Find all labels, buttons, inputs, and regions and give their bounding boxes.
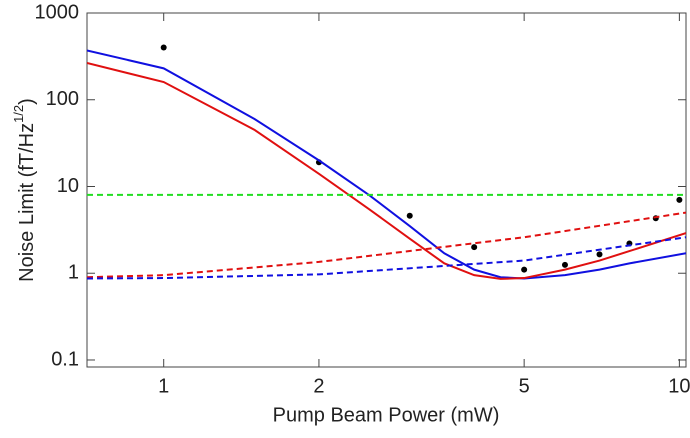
data-point [160, 44, 167, 51]
data-point [471, 244, 478, 251]
plot-area [87, 44, 686, 280]
x-axis-label: Pump Beam Power (mW) [273, 404, 500, 426]
y-tick-label: 10 [57, 175, 79, 197]
data-point [596, 251, 603, 258]
y-label-sup: 1/2 [11, 105, 26, 123]
x-tick-label: 1 [158, 375, 169, 397]
y-tick-label: 1000 [35, 1, 80, 23]
line [87, 62, 686, 280]
y-axis-label: Noise Limit (fT/Hz1/2) [11, 98, 38, 282]
plot-frame [86, 12, 687, 368]
y-tick-label: 0.1 [51, 348, 79, 370]
line [87, 49, 686, 280]
data-point [676, 196, 683, 203]
x-tick-label: 2 [313, 375, 324, 397]
data-point [521, 266, 528, 273]
y-tick-label: 1 [68, 262, 79, 284]
x-tick-label: 5 [519, 375, 530, 397]
data-point [561, 261, 568, 268]
y-label-end: ) [16, 98, 38, 105]
y-tick-label: 100 [46, 88, 79, 110]
x-tick-label: 10 [668, 375, 690, 397]
dashed-line [87, 236, 686, 280]
dashed-line [87, 211, 686, 279]
y-label-main: Noise Limit (fT/Hz [16, 123, 38, 282]
data-point [406, 212, 413, 219]
